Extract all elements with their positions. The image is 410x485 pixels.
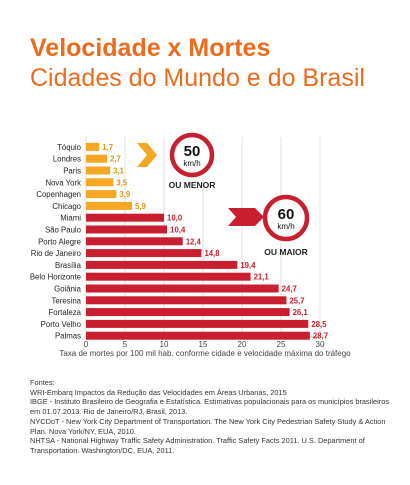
category-label: Goiânia	[54, 285, 82, 294]
x-tick-label: 15	[199, 340, 208, 349]
bar	[86, 308, 290, 317]
x-tick-label: 25	[277, 340, 286, 349]
data-label: 25,7	[289, 296, 304, 305]
x-tick-label: 20	[238, 340, 247, 349]
data-label: 28,7	[313, 332, 328, 341]
data-label: 3,1	[113, 167, 125, 176]
data-label: 26,1	[293, 308, 309, 317]
source-item: WRI-Embarq Impactos da Redução das Veloc…	[30, 387, 287, 397]
category-label: São Paulo	[45, 226, 82, 235]
category-label: Miami	[60, 214, 81, 223]
data-label: 3,5	[116, 178, 128, 187]
category-label: Tóquio	[57, 143, 82, 152]
data-label: 28,5	[311, 320, 327, 329]
speed-limit-sign-icon	[262, 194, 310, 242]
category-label: Porto Alegre	[38, 237, 81, 246]
x-tick-label: 10	[160, 340, 169, 349]
category-label: Paris	[63, 167, 81, 176]
category-label: Copenhagen	[36, 190, 81, 199]
speed-limit-label: OU MAIOR	[264, 247, 307, 257]
x-tick-label: 0	[84, 340, 89, 349]
data-label: 14,8	[204, 249, 220, 258]
bar	[86, 154, 108, 163]
speed-limit-value: 50	[184, 143, 201, 160]
speed-limit-unit: km/h	[277, 222, 294, 231]
bar-chart: 0 5 10 15 20 25 30 Tóquio 1,7 Londres 2,7 Paris 3,1 N…	[30, 132, 328, 349]
category-label: Brasília	[55, 261, 82, 270]
bar	[86, 237, 183, 246]
bar	[86, 272, 251, 281]
bar	[86, 225, 168, 234]
bar	[86, 178, 114, 187]
data-label: 5,9	[135, 202, 147, 211]
sources-block: Fontes: WRI-Embarq Impactos da Redução d…	[30, 378, 400, 456]
speed-limit-unit: km/h	[183, 159, 200, 168]
bar	[86, 249, 202, 258]
data-label: 10,4	[170, 226, 186, 235]
source-item: NHTSA - National Highway Traffic Safety …	[30, 436, 365, 455]
category-label: Londres	[53, 155, 81, 164]
source-item: NYCDoT - New York City Department of Tra…	[30, 416, 386, 436]
bar	[86, 319, 309, 328]
bar	[86, 296, 287, 305]
speed-limit-value: 60	[278, 206, 295, 223]
category-label: Chicago	[52, 202, 81, 211]
annotation-arrow	[228, 208, 264, 226]
category-label: Belo Horizonte	[30, 273, 81, 282]
chart-title: Velocidade x Mortes	[30, 34, 271, 62]
x-tick-label: 30	[316, 340, 325, 349]
x-axis-label: Taxa de mortes por 100 mil hab. conforme…	[59, 349, 351, 358]
bar	[86, 201, 133, 210]
category-label: Fortaleza	[48, 308, 81, 317]
bar	[86, 142, 100, 151]
data-label: 12,4	[186, 237, 202, 246]
speed-limit-sign-icon	[169, 132, 215, 178]
data-label: 19,4	[240, 261, 256, 270]
chart-subtitle: Cidades do Mundo e do Brasil	[30, 64, 365, 92]
bar	[86, 331, 310, 340]
data-label: 21,1	[254, 273, 270, 282]
data-label: 3,9	[119, 190, 131, 199]
sources-heading: Fontes:	[30, 378, 55, 387]
x-tick-label: 5	[123, 340, 128, 349]
category-label: Palmas	[55, 332, 81, 341]
category-label: Nova York	[45, 178, 81, 187]
bar	[86, 190, 117, 199]
source-item: IBGE - Instituto Brasileiro de Geografia…	[30, 397, 390, 417]
data-label: 1,7	[102, 143, 113, 152]
data-label: 10,0	[167, 214, 183, 223]
data-label: 24,7	[282, 285, 297, 294]
bar	[86, 284, 279, 293]
category-label: Rio de Janeiro	[31, 249, 82, 258]
annotation-arrow	[137, 143, 157, 167]
category-label: Teresina	[52, 296, 82, 305]
speed-limit-label: OU MENOR	[169, 180, 216, 190]
sources-list: WRI-Embarq Impactos da Redução das Veloc…	[30, 388, 400, 456]
bar	[86, 166, 111, 175]
category-label: Porto Velho	[41, 320, 82, 329]
bar	[86, 213, 164, 222]
bar	[86, 260, 238, 269]
data-label: 2,7	[110, 155, 121, 164]
